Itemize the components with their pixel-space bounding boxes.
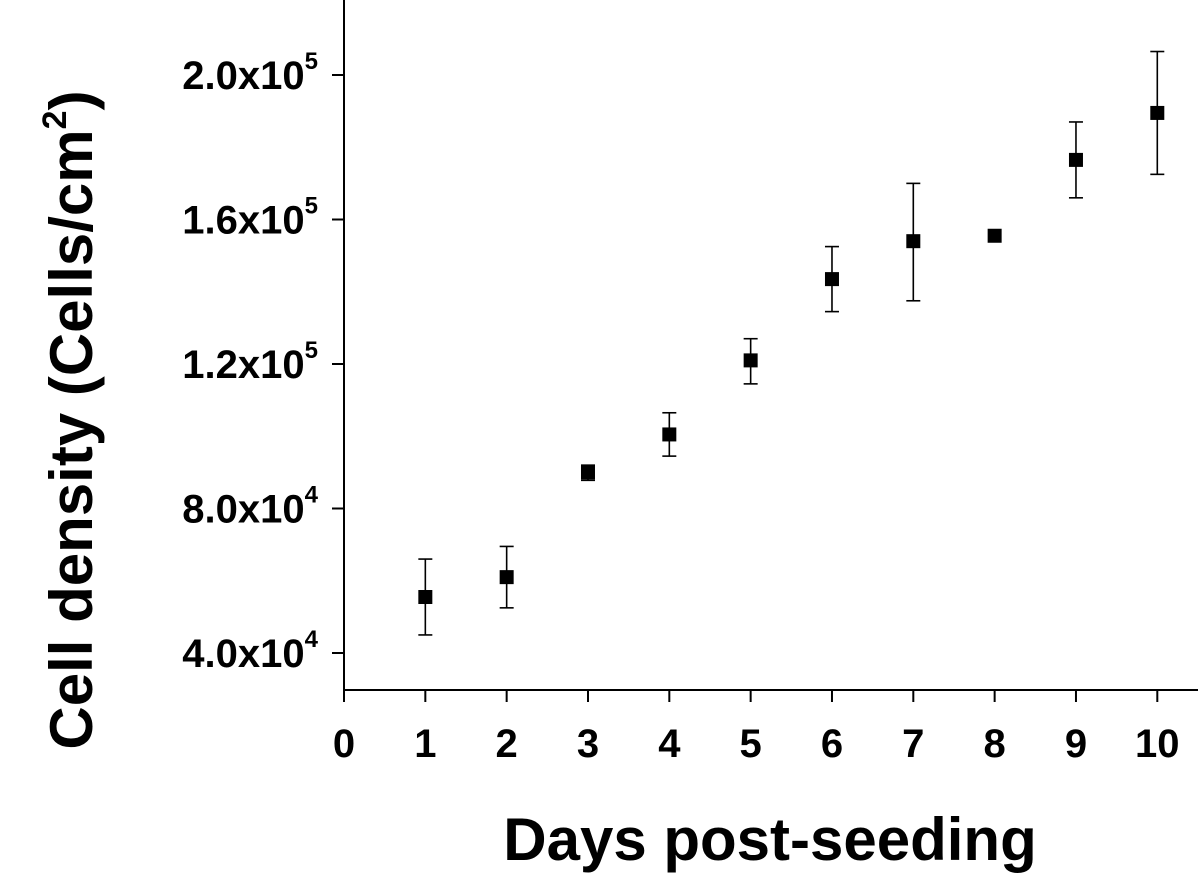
y-tick-label-2: 1.2x105 — [182, 337, 318, 387]
data-point-day-3 — [580, 465, 595, 480]
y-axis-title-superscript: 2 — [36, 110, 74, 129]
data-point-day-6 — [824, 272, 839, 287]
x-axis-title: Days post-seeding — [503, 806, 1036, 873]
y-axis-title-suffix: ) — [38, 90, 105, 110]
error-bars — [418, 50, 1165, 636]
data-markers — [418, 105, 1165, 605]
x-tick-label-3: 3 — [577, 722, 599, 766]
y-tick-label-4: 2.0x105 — [182, 48, 318, 98]
data-point-day-5 — [743, 353, 758, 368]
data-point-day-2 — [499, 570, 514, 585]
x-tick-label-10: 10 — [1135, 722, 1180, 766]
data-point-day-8 — [987, 228, 1002, 243]
x-tick-label-5: 5 — [740, 722, 762, 766]
y-tick-exponent: 5 — [305, 48, 318, 75]
data-point-day-1 — [418, 590, 433, 605]
x-tick-label-4: 4 — [658, 722, 681, 766]
y-tick-mantissa: 1.6x10 — [182, 199, 304, 243]
x-ticks: 0 1 2 3 4 5 6 7 8 9 10 — [333, 690, 1180, 766]
data-point-day-7 — [906, 234, 921, 249]
x-tick-label-6: 6 — [821, 722, 843, 766]
y-tick-mantissa: 2.0x10 — [182, 54, 304, 98]
y-tick-exponent: 4 — [305, 482, 319, 509]
y-tick-mantissa: 8.0x10 — [182, 488, 304, 532]
y-tick-label-1: 8.0x104 — [182, 482, 318, 532]
axes — [343, 0, 1198, 691]
y-tick-mantissa: 4.0x10 — [182, 632, 304, 676]
y-axis-title: Cell density (Cells/cm2) — [36, 90, 105, 749]
x-tick-label-2: 2 — [496, 722, 518, 766]
x-tick-label-9: 9 — [1065, 722, 1087, 766]
data-point-day-4 — [662, 427, 677, 442]
data-point-day-10 — [1150, 105, 1165, 120]
data-point-day-9 — [1068, 152, 1083, 167]
y-tick-label-0: 4.0x104 — [182, 626, 318, 676]
x-tick-label-1: 1 — [414, 722, 436, 766]
x-tick-label-0: 0 — [333, 722, 355, 766]
x-tick-label-7: 7 — [902, 722, 924, 766]
y-tick-exponent: 4 — [305, 626, 319, 653]
y-tick-exponent: 5 — [305, 193, 318, 220]
y-tick-mantissa: 1.2x10 — [182, 343, 304, 387]
x-tick-label-8: 8 — [984, 722, 1006, 766]
y-tick-exponent: 5 — [305, 337, 318, 364]
y-axis-title-text: Cell density (Cells/cm — [38, 129, 105, 749]
y-tick-label-3: 1.6x105 — [182, 193, 318, 243]
